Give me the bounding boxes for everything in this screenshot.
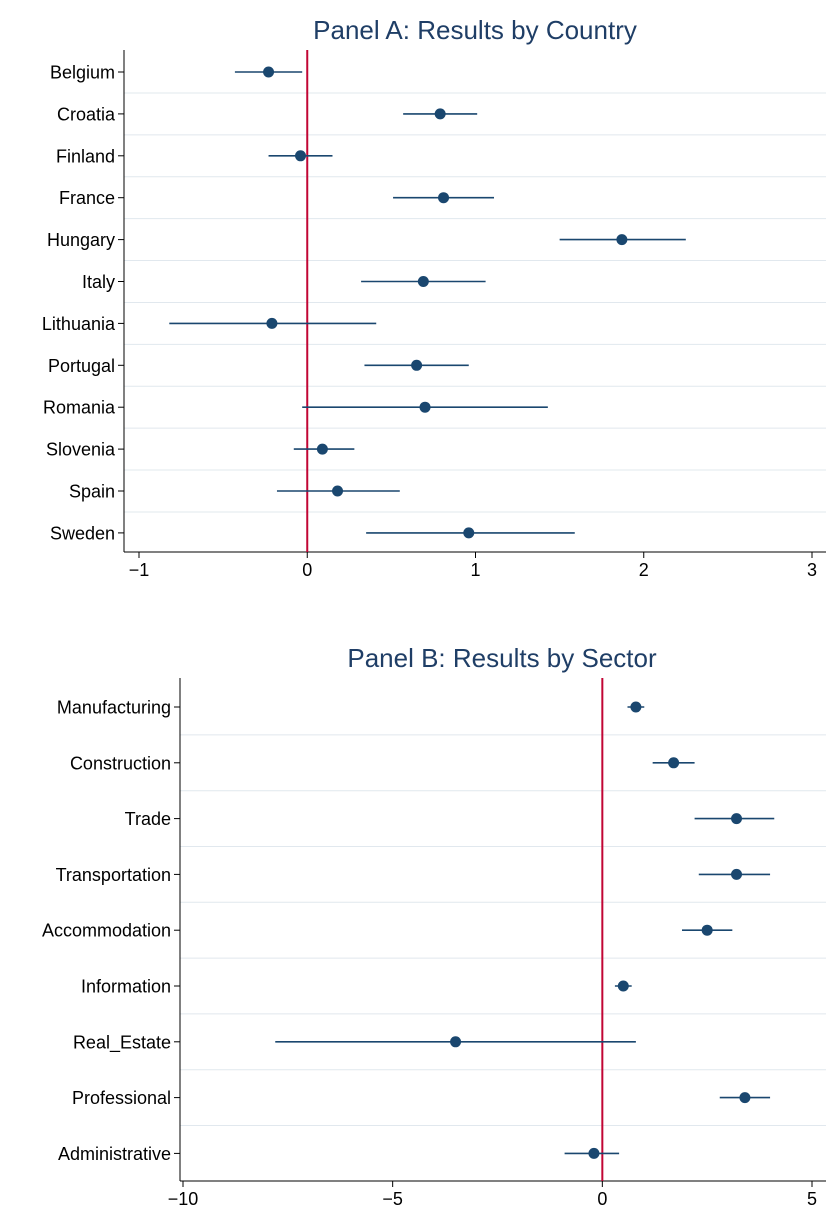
x-tick-label: −5	[382, 1189, 403, 1209]
x-tick-label: 2	[639, 560, 649, 580]
point-estimate	[617, 980, 629, 992]
point-estimate	[417, 276, 429, 287]
point-estimate	[731, 868, 743, 880]
point-estimate	[295, 150, 307, 162]
y-tick-label: France	[59, 188, 115, 208]
panel-a-country: Panel A: Results by Country −1 0 1 2 3 Belgiu…	[42, 15, 826, 580]
point-estimate	[731, 813, 743, 825]
x-tick-label: 0	[597, 1189, 607, 1209]
point-estimate	[266, 317, 278, 329]
y-tick-label: Administrative	[58, 1144, 171, 1164]
y-tick-label: Romania	[43, 398, 116, 418]
point-estimate	[588, 1147, 600, 1159]
point-estimate	[438, 192, 450, 204]
point-estimate	[411, 359, 423, 371]
y-tick-label: Belgium	[50, 63, 115, 83]
point-estimate	[616, 234, 628, 246]
point-estimate	[332, 485, 344, 497]
x-tick-label: 0	[302, 560, 312, 580]
y-tick-label: Slovenia	[46, 440, 116, 460]
panel-b-title: Panel B: Results by Sector	[347, 643, 657, 673]
point-estimate	[668, 757, 680, 769]
point-estimate	[463, 527, 475, 539]
x-tick-label: 1	[470, 560, 480, 580]
point-estimate	[263, 66, 275, 78]
y-tick-label: Sweden	[50, 523, 115, 543]
y-tick-label: Spain	[69, 482, 115, 502]
y-tick-label: Construction	[70, 753, 171, 773]
y-tick-label: Information	[81, 977, 171, 997]
y-tick-label: Finland	[56, 146, 115, 166]
point-estimate	[434, 108, 446, 120]
point-estimate	[739, 1092, 751, 1104]
x-tick-label: −1	[129, 560, 150, 580]
y-tick-label: Portugal	[48, 356, 115, 376]
point-estimate	[450, 1036, 462, 1048]
panel-b-sector: Panel B: Results by Sector −10 −5 0 5 Manufa…	[42, 643, 826, 1209]
y-tick-label: Manufacturing	[57, 698, 171, 718]
x-tick-label: 5	[807, 1189, 817, 1209]
y-tick-label: Croatia	[57, 104, 116, 124]
y-tick-label: Accommodation	[42, 921, 171, 941]
point-estimate	[701, 924, 713, 936]
point-estimate	[630, 701, 642, 713]
point-estimate	[316, 443, 328, 455]
y-tick-label: Real_Estate	[73, 1032, 171, 1053]
x-tick-label: −10	[168, 1189, 199, 1209]
y-tick-label: Lithuania	[42, 314, 116, 334]
panel-a-title: Panel A: Results by Country	[313, 15, 637, 45]
y-tick-label: Professional	[72, 1088, 171, 1108]
y-tick-label: Hungary	[47, 230, 115, 250]
x-tick-label: 3	[807, 560, 817, 580]
y-tick-label: Trade	[125, 809, 171, 829]
y-tick-label: Italy	[82, 272, 115, 292]
y-tick-label: Transportation	[56, 865, 171, 885]
point-estimate	[419, 401, 431, 413]
